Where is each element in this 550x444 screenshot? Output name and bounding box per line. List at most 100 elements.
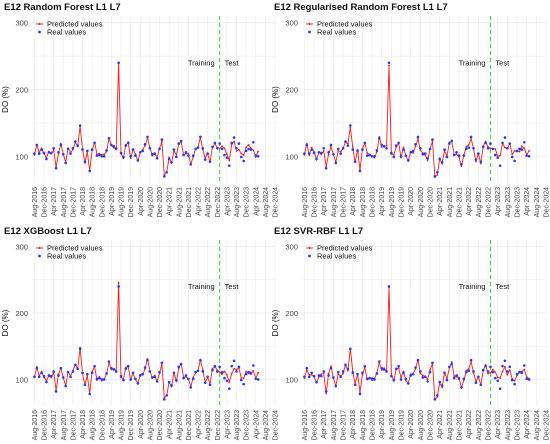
real-point (146, 135, 149, 139)
real-point (450, 139, 454, 143)
real-point (37, 375, 41, 379)
predicted-values-line (33, 62, 259, 177)
x-tick-label: Dec-2022 (486, 410, 493, 440)
real-point (322, 146, 326, 150)
real-point (54, 167, 58, 170)
real-point (414, 142, 417, 146)
x-tick-label: Aug-2020 (418, 410, 425, 440)
real-point (242, 382, 246, 386)
x-tick-label: Aug-2020 (147, 187, 154, 217)
real-point (235, 370, 238, 373)
test-label: Test (225, 58, 240, 67)
real-point (201, 370, 205, 373)
predicted-point (103, 153, 106, 156)
real-point (167, 380, 171, 384)
y-tick-label: 100 (15, 152, 28, 161)
predicted-point (421, 374, 424, 377)
real-point (90, 148, 94, 151)
real-point (351, 148, 355, 151)
real-point (59, 143, 63, 147)
predicted-point (499, 377, 501, 380)
real-point (138, 374, 142, 377)
real-point (522, 364, 526, 367)
real-point (406, 158, 410, 162)
x-tick-label: Apr-2024 (524, 410, 531, 439)
predicted-point (327, 372, 330, 375)
real-point (341, 146, 345, 150)
real-point (81, 148, 84, 151)
real-point (90, 371, 94, 375)
real-point (35, 366, 39, 370)
real-point (230, 141, 233, 145)
predicted-point (225, 153, 228, 156)
real-point (78, 347, 82, 351)
real-point (122, 155, 125, 159)
predicted-point (322, 150, 325, 152)
x-tick-label: Apr-2023 (224, 410, 231, 439)
predicted-point (187, 152, 190, 155)
real-point (54, 390, 58, 393)
real-point (496, 156, 499, 159)
real-point (426, 156, 429, 160)
real-point (163, 398, 166, 401)
real-point (114, 370, 118, 373)
y-tick-label: 200 (15, 85, 28, 94)
real-point (242, 159, 246, 163)
x-tick-label: Dec-2019 (128, 410, 135, 440)
x-tick-label: Apr-2019 (379, 410, 386, 439)
real-point (416, 135, 420, 139)
real-point (122, 378, 125, 382)
x-tick-label: Aug-2018 (90, 410, 97, 440)
real-point (510, 155, 514, 159)
predicted-point (230, 372, 233, 375)
predicted-point (330, 146, 332, 148)
predicted-point (228, 159, 231, 162)
predicted-point (496, 376, 499, 379)
legend-real-label: Real values (47, 252, 86, 261)
predicted-point (225, 373, 228, 376)
real-point (317, 150, 321, 154)
predicted-point (417, 138, 419, 140)
real-point (327, 374, 330, 377)
real-point (61, 152, 65, 156)
x-tick-label: Dec-2017 (341, 187, 348, 217)
real-point (315, 157, 318, 161)
real-point (160, 138, 164, 141)
predicted-point (520, 145, 523, 148)
predicted-point (501, 370, 504, 373)
real-point (380, 143, 384, 147)
predicted-point (397, 367, 400, 370)
real-point (167, 157, 171, 161)
real-point (382, 144, 386, 148)
predicted-point (491, 368, 494, 371)
real-point (76, 367, 80, 371)
real-point (513, 159, 516, 163)
real-point (373, 154, 376, 158)
real-point (175, 378, 178, 382)
x-tick-label: Aug-2018 (360, 187, 367, 217)
x-tick-label: Dec-2024 (273, 187, 280, 217)
predicted-point (359, 391, 361, 393)
predicted-point (419, 372, 422, 375)
predicted-point (380, 146, 383, 148)
real-point (510, 378, 514, 382)
real-point (40, 371, 43, 375)
real-point (356, 372, 359, 376)
real-point (141, 149, 144, 153)
real-point (324, 390, 328, 393)
real-point (332, 152, 335, 156)
real-point (457, 377, 461, 381)
real-point (138, 150, 142, 154)
y-tick-label: 100 (285, 152, 298, 161)
predicted-point (221, 373, 223, 376)
predicted-point (504, 365, 506, 368)
legend-predicted-label: Predicted values (317, 20, 373, 29)
x-tick-label: Aug-2022 (205, 410, 212, 440)
real-point (433, 398, 437, 401)
real-point (491, 370, 495, 374)
real-point (421, 152, 425, 156)
real-point (501, 364, 504, 368)
real-point (86, 149, 89, 153)
